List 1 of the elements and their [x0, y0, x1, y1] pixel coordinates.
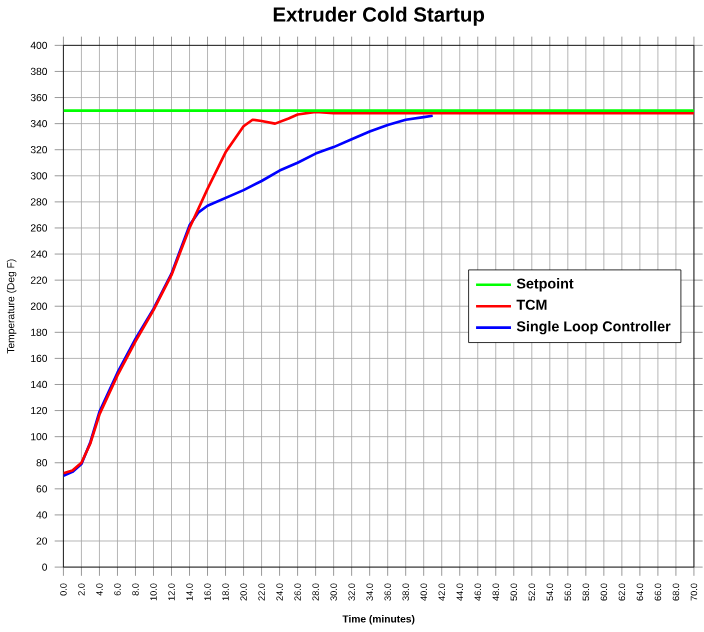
chart-title: Extruder Cold Startup	[273, 7, 485, 27]
